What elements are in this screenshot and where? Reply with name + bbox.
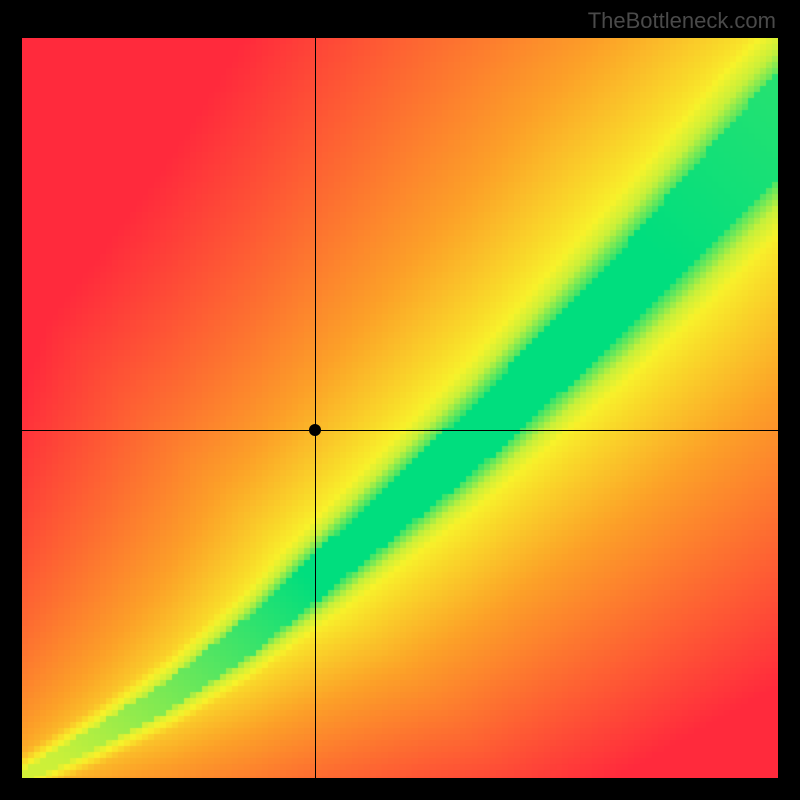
plot-area	[22, 38, 778, 778]
crosshair-vertical	[315, 38, 316, 778]
crosshair-marker	[309, 424, 321, 436]
watermark-text: TheBottleneck.com	[588, 8, 776, 34]
bottleneck-heatmap	[22, 38, 778, 778]
crosshair-horizontal	[22, 430, 778, 431]
